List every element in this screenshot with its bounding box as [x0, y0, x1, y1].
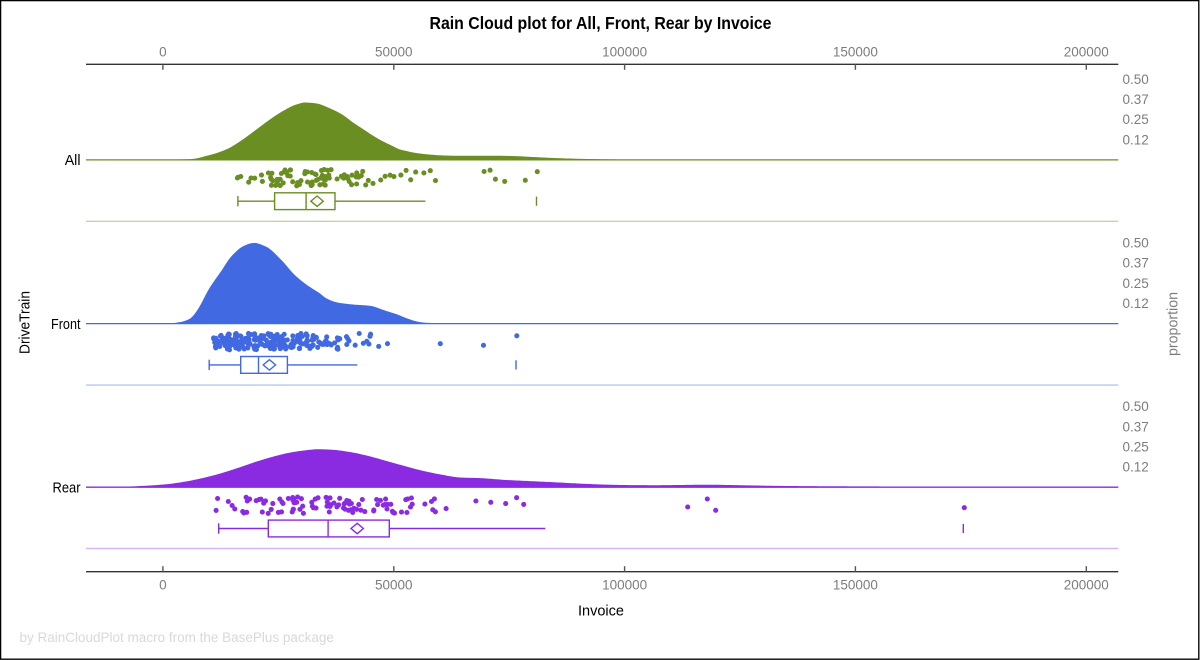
svg-text:100000: 100000	[602, 45, 647, 60]
svg-text:200000: 200000	[1064, 45, 1109, 60]
svg-text:DriveTrain: DriveTrain	[17, 291, 34, 354]
svg-text:0.50: 0.50	[1123, 72, 1149, 87]
svg-text:proportion: proportion	[1166, 292, 1182, 356]
svg-text:0.37: 0.37	[1123, 419, 1149, 434]
svg-text:0.37: 0.37	[1123, 92, 1149, 107]
svg-text:150000: 150000	[833, 45, 878, 60]
svg-text:0.50: 0.50	[1123, 399, 1149, 414]
svg-text:by RainCloudPlot macro from th: by RainCloudPlot macro from the BasePlus…	[20, 630, 334, 645]
svg-text:200000: 200000	[1064, 578, 1109, 593]
svg-text:Front: Front	[51, 316, 81, 333]
svg-text:100000: 100000	[602, 578, 647, 593]
svg-text:Rear: Rear	[53, 479, 81, 496]
svg-text:150000: 150000	[833, 578, 878, 593]
svg-text:All: All	[65, 152, 81, 169]
svg-text:Invoice: Invoice	[578, 604, 624, 620]
svg-text:0: 0	[159, 45, 167, 60]
svg-text:0.25: 0.25	[1123, 440, 1149, 455]
svg-text:0.25: 0.25	[1123, 276, 1149, 291]
svg-text:0.12: 0.12	[1123, 132, 1149, 147]
svg-text:0: 0	[159, 578, 167, 593]
svg-text:0.37: 0.37	[1123, 256, 1149, 271]
svg-text:0.12: 0.12	[1123, 296, 1149, 311]
svg-text:0.50: 0.50	[1123, 236, 1149, 251]
svg-text:Rain Cloud plot for All, Front: Rain Cloud plot for All, Front, Rear by …	[430, 13, 772, 33]
svg-text:50000: 50000	[375, 45, 413, 60]
svg-text:0.25: 0.25	[1123, 112, 1149, 127]
svg-text:50000: 50000	[375, 578, 413, 593]
svg-text:0.12: 0.12	[1123, 460, 1149, 475]
